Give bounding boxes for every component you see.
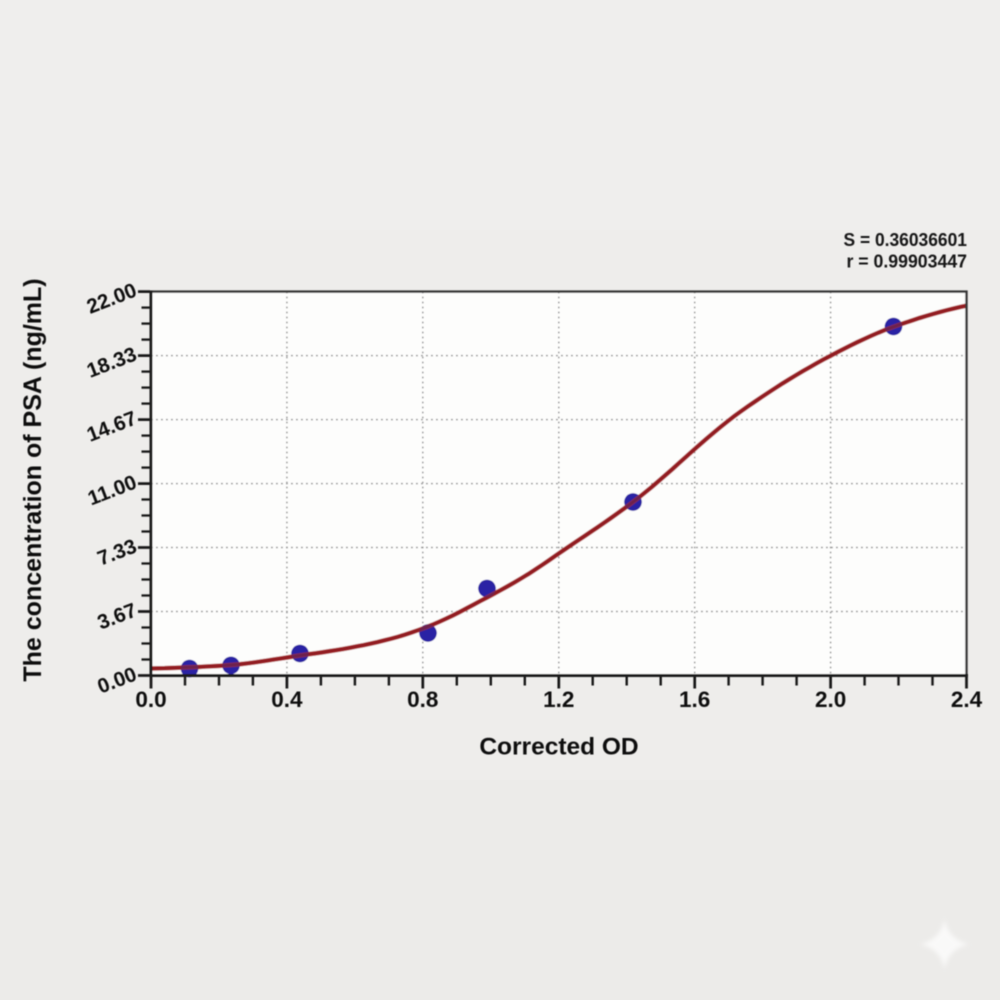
svg-text:The concentration of PSA (ng/m: The concentration of PSA (ng/mL) <box>19 278 47 681</box>
svg-text:Corrected OD: Corrected OD <box>479 734 638 761</box>
svg-text:2.0: 2.0 <box>815 687 846 712</box>
svg-text:r = 0.99903447: r = 0.99903447 <box>847 251 968 272</box>
svg-text:S = 0.36036601: S = 0.36036601 <box>844 229 968 250</box>
svg-text:0.4: 0.4 <box>271 687 303 712</box>
svg-text:0.0: 0.0 <box>135 687 166 712</box>
svg-text:2.4: 2.4 <box>951 687 983 712</box>
svg-text:0.8: 0.8 <box>407 687 438 712</box>
svg-text:1.2: 1.2 <box>543 687 574 712</box>
svg-text:1.6: 1.6 <box>679 687 710 712</box>
